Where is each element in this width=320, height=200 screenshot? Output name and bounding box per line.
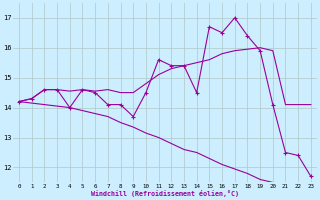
X-axis label: Windchill (Refroidissement éolien,°C): Windchill (Refroidissement éolien,°C) bbox=[91, 190, 239, 197]
